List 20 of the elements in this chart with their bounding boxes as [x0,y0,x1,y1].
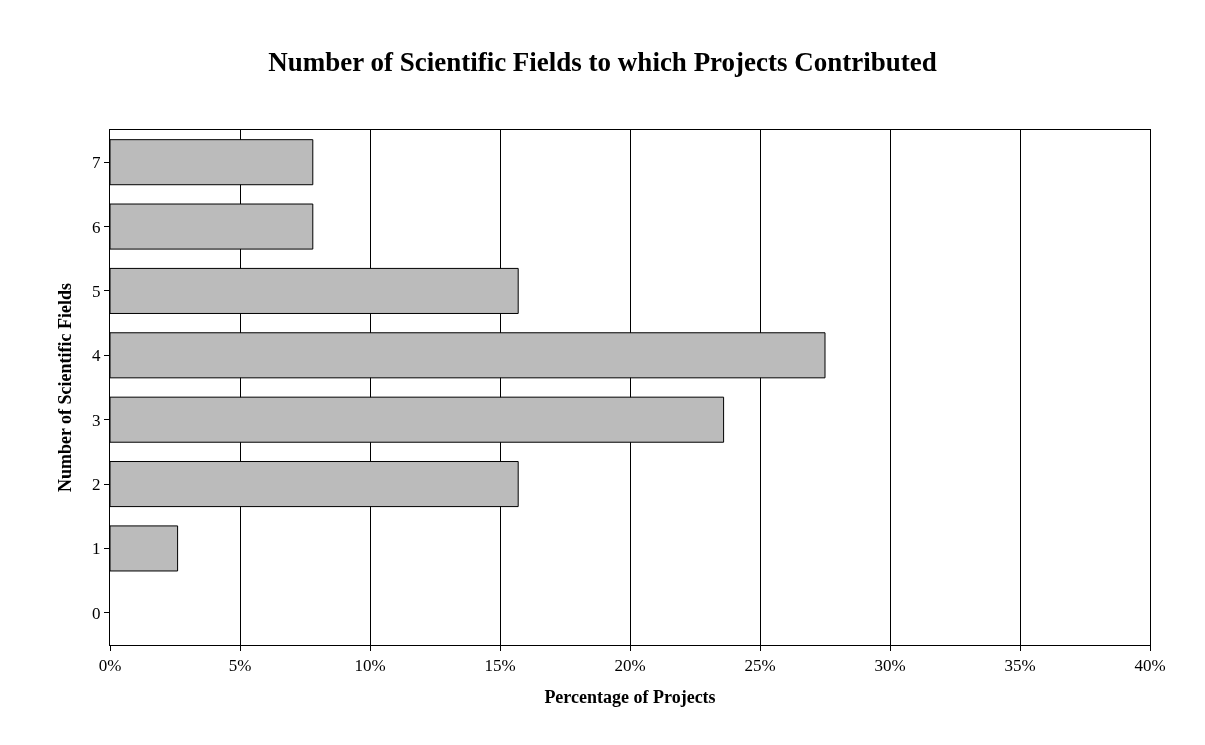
x-tick-label: 30% [874,656,906,676]
y-tick-label: 2 [92,475,101,495]
y-tick-label: 5 [92,281,101,301]
y-tick-label: 6 [92,217,101,237]
y-axis-title: Number of Scientific Fields [55,282,76,493]
x-tick-label: 10% [354,656,386,676]
y-tick-label: 3 [92,410,101,430]
x-tick-label: 40% [1134,656,1166,676]
y-tick-label: 0 [92,603,101,623]
y-tick-label: 1 [92,539,101,559]
x-tick-label: 20% [614,656,646,676]
x-tick-label: 15% [484,656,516,676]
chart-title: Number of Scientific Fields to which Projects Contributed [268,47,937,78]
x-axis-title: Percentage of Projects [544,686,716,707]
x-tick-label: 0% [98,656,122,676]
x-tick-label: 5% [228,656,252,676]
y-tick-label: 7 [92,153,102,173]
x-tick-label: 35% [1004,656,1036,676]
x-tick-label: 25% [744,656,776,676]
y-tick-label: 4 [92,346,102,366]
